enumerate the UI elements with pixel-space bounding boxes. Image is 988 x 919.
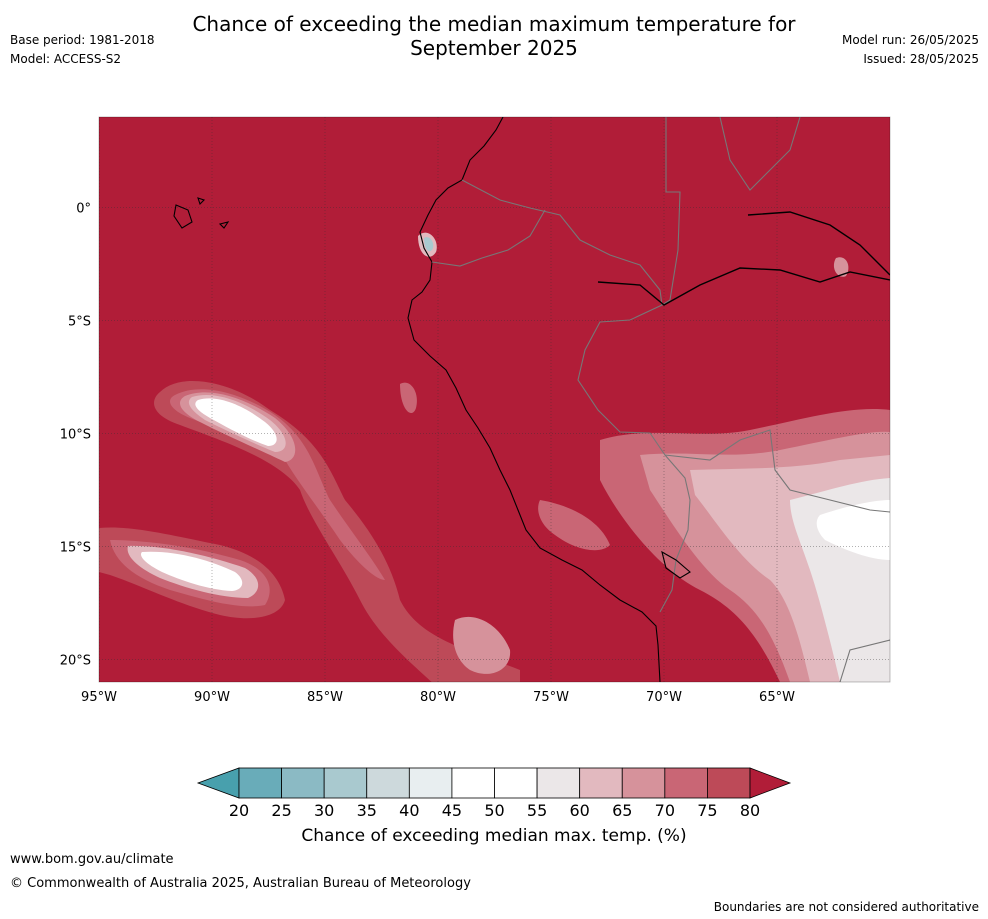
country-border-4 [661, 117, 681, 306]
model-run: Model run: 26/05/2025 [841, 33, 979, 47]
colorbar-swatch [579, 767, 623, 799]
colorbar-title: Chance of exceeding median max. temp. (%… [301, 826, 687, 846]
colorbar-ticks: 20 25 30 35 40 45 50 55 60 65 70 75 80 [0, 801, 988, 821]
amazon-river-2 [747, 211, 890, 276]
colorbar-swatch [707, 767, 751, 799]
colorbar-extend-high [749, 767, 792, 799]
base-period: Base period: 1981-2018 [10, 33, 155, 47]
colorbar-swatch [281, 767, 325, 799]
country-border-5 [719, 117, 801, 191]
longitude-label: 95°W [81, 690, 117, 705]
latitude-label: 5°S [68, 314, 91, 329]
latitude-label: 20°S [60, 653, 91, 668]
footer-url[interactable]: www.bom.gov.au/climate [10, 852, 174, 867]
country-border [461, 179, 691, 613]
colorbar-swatch [494, 767, 538, 799]
country-border-2 [431, 209, 546, 267]
colorbar-tick-label: 45 [441, 801, 463, 820]
colorbar-swatch [536, 767, 581, 799]
latitude-label: 0° [76, 201, 91, 216]
latitude-label: 15°S [60, 540, 91, 555]
footer-note: Boundaries are not considered authoritat… [713, 900, 979, 914]
title-line-1: Chance of exceeding the median maximum t… [192, 12, 796, 36]
title-line-2: September 2025 [410, 36, 578, 60]
colorbar-swatch [451, 767, 495, 799]
longitude-label: 80°W [420, 690, 456, 705]
issued-date: Issued: 28/05/2025 [863, 52, 979, 66]
boundaries [173, 117, 890, 682]
longitude-label: 65°W [759, 690, 795, 705]
model-name: Model: ACCESS-S2 [10, 52, 122, 66]
map-frame [98, 116, 891, 683]
colorbar-swatch [238, 767, 282, 799]
longitude-label: 70°W [646, 690, 682, 705]
latitude-label: 10°S [60, 427, 91, 442]
colorbar-tick-label: 35 [356, 801, 377, 820]
colorbar-swatch [408, 767, 453, 799]
colorbar-swatch [366, 767, 410, 799]
colorbar-tick-label: 60 [569, 801, 590, 820]
country-border-6 [839, 639, 890, 682]
anomaly-region-east-50 [816, 500, 890, 560]
graticule [99, 117, 890, 682]
amazon-river [597, 267, 890, 306]
colorbar-tick-label: 30 [313, 801, 335, 820]
colorbar-swatch [323, 767, 368, 799]
longitude-labels: 95°W 90°W 85°W 80°W 75°W 70°W 65°W [81, 690, 795, 705]
latitude-labels: 0° 5°S 10°S 15°S 20°S [60, 201, 91, 668]
colorbar-extend-low [196, 767, 240, 799]
colorbar-swatch [664, 767, 708, 799]
coastline [407, 117, 661, 682]
longitude-label: 75°W [533, 690, 569, 705]
map-title: Chance of exceeding the median maximum t… [0, 12, 988, 60]
anomaly-patch-amazon [833, 257, 849, 277]
anomaly-band-lower-50 [140, 551, 243, 591]
footer-copyright: © Commonwealth of Australia 2025, Austra… [10, 876, 471, 891]
longitude-label: 85°W [307, 690, 343, 705]
colorbar-tick-label: 40 [399, 801, 420, 820]
country-border-3 [664, 429, 890, 513]
meta-left: Base period: 1981-2018 Model: ACCESS-S2 [10, 31, 155, 69]
colorbar-swatch [621, 767, 666, 799]
anomaly-band-upper-50 [195, 398, 277, 446]
anomaly-patch-south-2 [538, 500, 610, 551]
colorbar-tick-label: 55 [526, 801, 548, 820]
anomaly-patch-coast-40 [424, 237, 434, 252]
galapagos [173, 197, 230, 229]
colorbar-tick-label: 75 [697, 801, 718, 820]
colorbar-tick-label: 25 [271, 801, 292, 820]
colorbar-tick-label: 70 [654, 801, 676, 820]
meta-right: Model run: 26/05/2025 Issued: 28/05/2025 [842, 31, 979, 69]
colorbar [196, 767, 792, 799]
colorbar-tick-label: 50 [484, 801, 505, 820]
colorbar-tick-label: 80 [739, 801, 761, 820]
colorbar-tick-label: 20 [228, 801, 250, 820]
lake-titicaca [661, 550, 691, 579]
colorbar-tick-label: 65 [612, 801, 633, 820]
anomaly-patch-peru [400, 382, 417, 414]
longitude-label: 90°W [194, 690, 230, 705]
